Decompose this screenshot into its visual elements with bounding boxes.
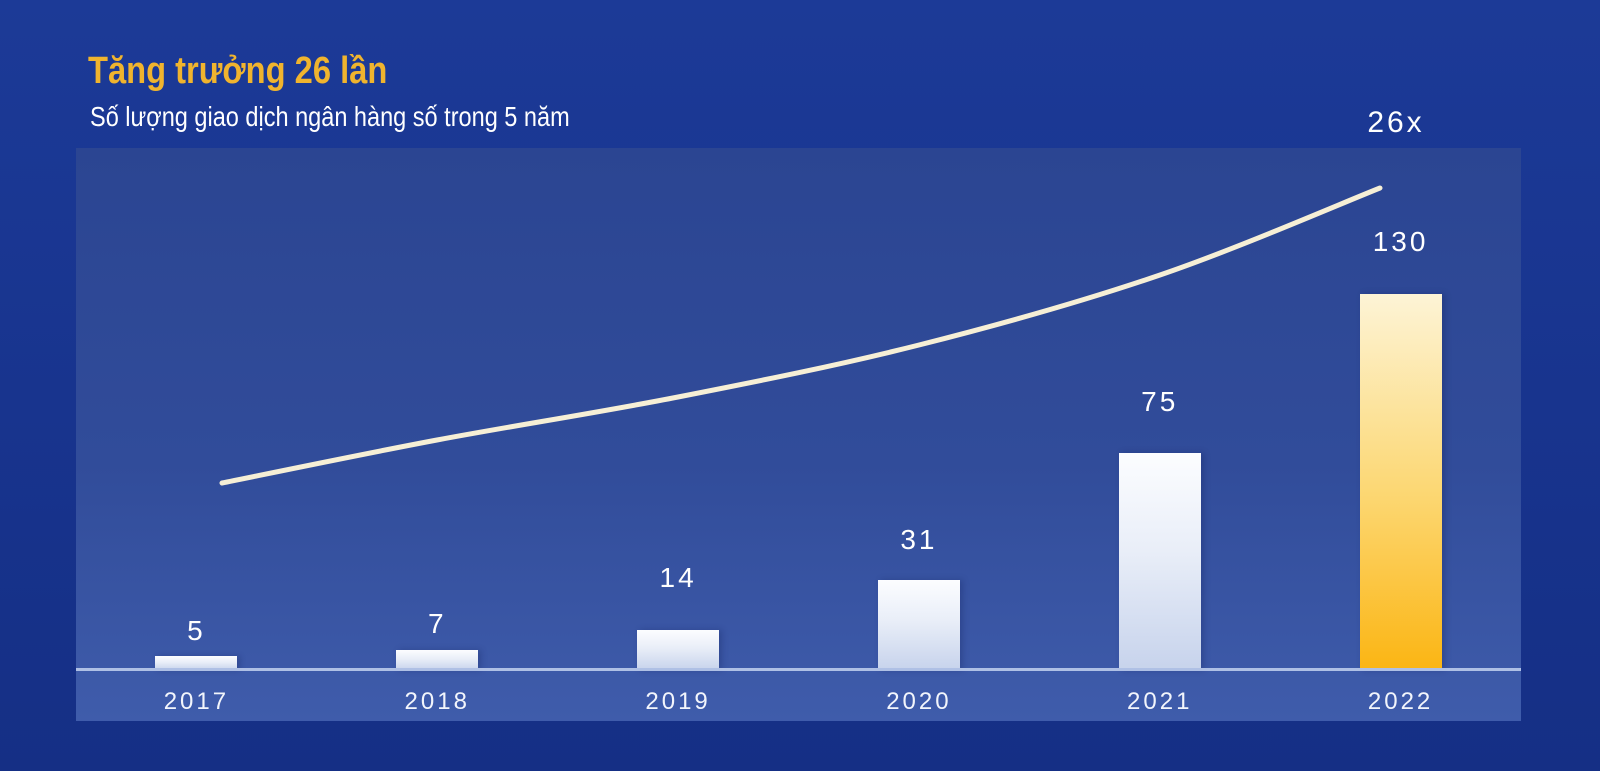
bar-value-label-2017: 5 [187,615,206,646]
bar-2020 [877,580,960,670]
bar-value-label-2022: 130 [1372,226,1429,257]
plot-area [76,148,1521,721]
bar-value-label-2020: 31 [900,524,938,555]
bar-value-label-2021: 75 [1141,386,1179,417]
x-tick-label-2019: 2019 [645,688,711,715]
bar-2021 [1118,453,1201,670]
bar-value-label-2018: 7 [427,608,447,639]
x-tick-label-2018: 2018 [404,688,470,715]
bar-2019 [637,630,720,670]
growth-multiplier-label: 26x [1367,106,1425,139]
x-tick-label-2022: 2022 [1367,688,1434,715]
x-tick-label-2017: 2017 [163,688,230,715]
x-axis-baseline [76,668,1521,671]
chart-title: Tăng trưởng 26 lần [88,50,388,92]
bar-2022 [1359,294,1442,670]
bar-2017 [155,656,238,670]
x-tick-label-2020: 2020 [886,688,952,715]
bar-value-label-2019: 14 [659,562,697,593]
chart-subtitle: Số lượng giao dịch ngân hàng số trong 5 … [90,101,570,132]
x-tick-label-2021: 2021 [1127,688,1193,715]
growth-line-path [219,185,1383,486]
bar-2018 [396,650,479,670]
